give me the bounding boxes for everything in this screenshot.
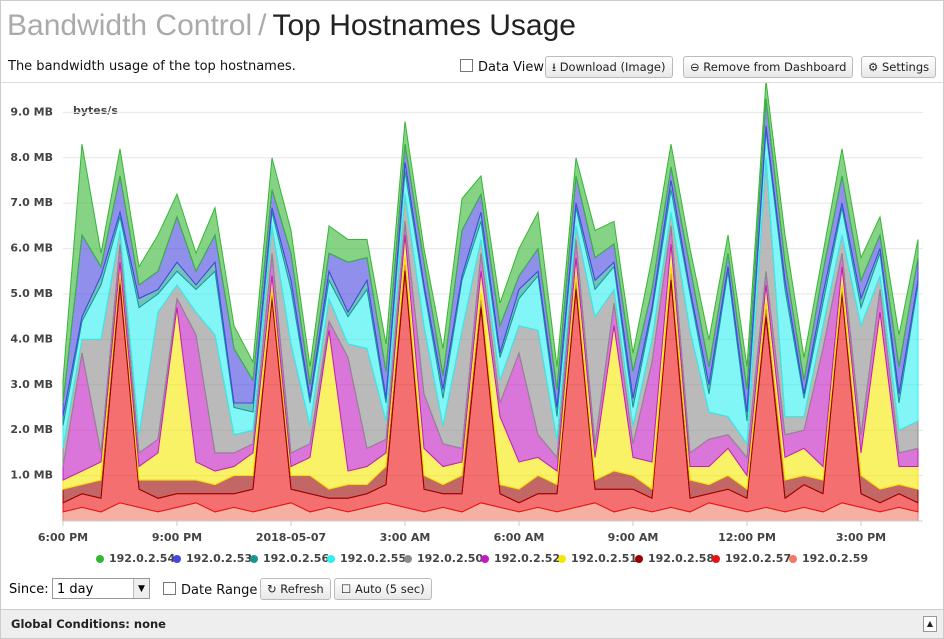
button-label: Refresh bbox=[280, 582, 324, 596]
y-tick-label: 6.0 MB bbox=[10, 242, 53, 255]
legend-label: 192.0.2.55 bbox=[340, 552, 406, 565]
x-tick-label: 9:00 AM bbox=[608, 531, 659, 544]
remove-button[interactable]: ⊖ Remove from Dashboard bbox=[683, 56, 854, 78]
button-label: Auto (5 sec) bbox=[354, 582, 425, 596]
legend-item[interactable]: 192.0.2.56 bbox=[250, 552, 329, 565]
y-axis-title: bytes/s bbox=[73, 104, 118, 117]
x-tick-label: 6:00 AM bbox=[494, 531, 545, 544]
legend-swatch bbox=[635, 555, 643, 563]
global-conditions: Global Conditions: none bbox=[11, 617, 166, 631]
data-view-checkbox[interactable]: Data View bbox=[460, 59, 544, 75]
legend-item[interactable]: 192.0.2.52 bbox=[481, 552, 560, 565]
x-tick-label: 3:00 PM bbox=[836, 531, 886, 544]
legend-label: 192.0.2.56 bbox=[263, 552, 329, 565]
legend-label: 192.0.2.52 bbox=[494, 552, 560, 565]
settings-button[interactable]: ⚙ Settings bbox=[861, 56, 937, 78]
y-tick-label: 7.0 MB bbox=[10, 196, 53, 209]
legend-label: 192.0.2.57 bbox=[725, 552, 791, 565]
legend-label: 192.0.2.51 bbox=[571, 552, 637, 565]
since-label: Since: bbox=[9, 582, 49, 597]
legend-item[interactable]: 192.0.2.55 bbox=[327, 552, 406, 565]
x-tick-label: 9:00 PM bbox=[152, 531, 202, 544]
legend-label: 192.0.2.59 bbox=[802, 552, 868, 565]
x-tick-label: 3:00 AM bbox=[380, 531, 431, 544]
legend-swatch bbox=[327, 555, 335, 563]
auto-refresh-button[interactable]: ☐ Auto (5 sec) bbox=[334, 578, 432, 600]
legend-item[interactable]: 192.0.2.51 bbox=[558, 552, 637, 565]
y-tick-label: 9.0 MB bbox=[10, 105, 53, 118]
date-range-checkbox[interactable]: Date Range bbox=[163, 582, 257, 598]
legend-item[interactable]: 192.0.2.54 bbox=[96, 552, 175, 565]
y-tick-label: 1.0 MB bbox=[10, 469, 53, 482]
checkbox-label: Data View bbox=[478, 60, 545, 75]
legend-item[interactable]: 192.0.2.53 bbox=[173, 552, 252, 565]
button-label: Download (Image) bbox=[559, 60, 666, 74]
y-tick-label: 3.0 MB bbox=[10, 378, 53, 391]
legend-swatch bbox=[250, 555, 258, 563]
refresh-button[interactable]: ↻ Refresh bbox=[260, 578, 331, 600]
download-button[interactable]: ⭳ Download (Image) bbox=[545, 56, 673, 78]
legend-swatch bbox=[558, 555, 566, 563]
button-label: Settings bbox=[881, 60, 930, 74]
x-tick-label: 6:00 PM bbox=[38, 531, 88, 544]
legend-label: 192.0.2.50 bbox=[417, 552, 483, 565]
legend-item[interactable]: 192.0.2.58 bbox=[635, 552, 714, 565]
legend-item[interactable]: 192.0.2.57 bbox=[712, 552, 791, 565]
chart: bytes/s 1.0 MB 2.0 MB 3.0 MB 4.0 MB 5.0 MB 6.… bbox=[10, 83, 923, 565]
legend-label: 192.0.2.58 bbox=[648, 552, 714, 565]
expand-button[interactable]: ▲ bbox=[923, 616, 937, 632]
legend-swatch bbox=[712, 555, 720, 563]
legend-swatch bbox=[481, 555, 489, 563]
y-tick-label: 5.0 MB bbox=[10, 287, 53, 300]
separator: / bbox=[258, 9, 267, 42]
page-title: Top Hostnames Usage bbox=[272, 9, 577, 42]
button-label: Remove from Dashboard bbox=[703, 60, 847, 74]
description: The bandwidth usage of the top hostnames… bbox=[8, 59, 296, 74]
legend-swatch bbox=[404, 555, 412, 563]
y-tick-label: 4.0 MB bbox=[10, 332, 53, 345]
legend-label: 192.0.2.53 bbox=[186, 552, 252, 565]
checkbox-label: Date Range bbox=[181, 583, 258, 598]
legend-label: 192.0.2.54 bbox=[109, 552, 175, 565]
divider bbox=[1, 82, 943, 83]
page-header: Bandwidth Control / Top Hostnames Usage bbox=[7, 9, 576, 43]
y-tick-label: 2.0 MB bbox=[10, 423, 53, 436]
x-tick-label: 12:00 PM bbox=[718, 531, 776, 544]
area bbox=[62, 83, 919, 404]
legend-item[interactable]: 192.0.2.50 bbox=[404, 552, 483, 565]
section-title[interactable]: Bandwidth Control bbox=[7, 9, 253, 42]
legend-swatch bbox=[789, 555, 797, 563]
y-tick-label: 8.0 MB bbox=[10, 151, 53, 164]
global-conditions-bar[interactable]: Global Conditions: none ▲ bbox=[1, 609, 943, 638]
select-value: 1 day bbox=[57, 582, 94, 597]
since-select[interactable]: 1 day ▼ bbox=[52, 578, 150, 599]
legend-item[interactable]: 192.0.2.59 bbox=[789, 552, 868, 565]
x-tick-label: 2018-05-07 bbox=[256, 531, 326, 544]
legend-swatch bbox=[96, 555, 104, 563]
legend-swatch bbox=[173, 555, 181, 563]
